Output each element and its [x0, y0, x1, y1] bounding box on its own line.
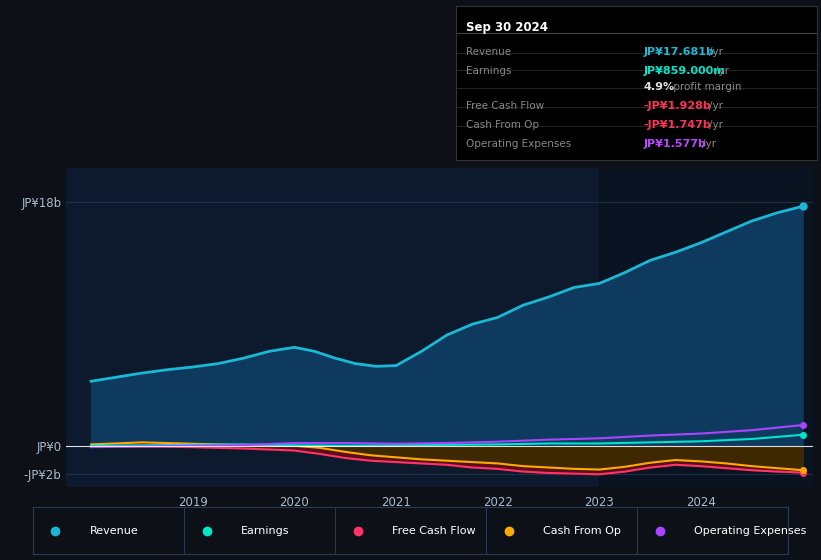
Text: Earnings: Earnings — [466, 66, 512, 76]
Bar — [599, 168, 813, 487]
Text: -JP¥1.928b: -JP¥1.928b — [644, 101, 711, 111]
Text: Cash From Op: Cash From Op — [543, 526, 621, 535]
Text: /yr: /yr — [709, 120, 722, 129]
Text: 4.9%: 4.9% — [644, 82, 675, 92]
Text: profit margin: profit margin — [669, 82, 741, 92]
Text: /yr: /yr — [709, 47, 722, 57]
Text: Revenue: Revenue — [466, 47, 511, 57]
Text: Earnings: Earnings — [241, 526, 289, 535]
Text: Operating Expenses: Operating Expenses — [694, 526, 806, 535]
Text: -JP¥1.747b: -JP¥1.747b — [644, 120, 711, 129]
Text: JP¥859.000m: JP¥859.000m — [644, 66, 725, 76]
Text: Free Cash Flow: Free Cash Flow — [392, 526, 475, 535]
Text: Sep 30 2024: Sep 30 2024 — [466, 21, 548, 34]
Text: /yr: /yr — [709, 101, 722, 111]
Text: Free Cash Flow: Free Cash Flow — [466, 101, 544, 111]
Text: Revenue: Revenue — [89, 526, 138, 535]
Text: JP¥1.577b: JP¥1.577b — [644, 139, 706, 149]
Text: JP¥17.681b: JP¥17.681b — [644, 47, 714, 57]
Text: Cash From Op: Cash From Op — [466, 120, 539, 129]
Text: /yr: /yr — [715, 66, 729, 76]
Text: Operating Expenses: Operating Expenses — [466, 139, 571, 149]
Text: /yr: /yr — [702, 139, 716, 149]
